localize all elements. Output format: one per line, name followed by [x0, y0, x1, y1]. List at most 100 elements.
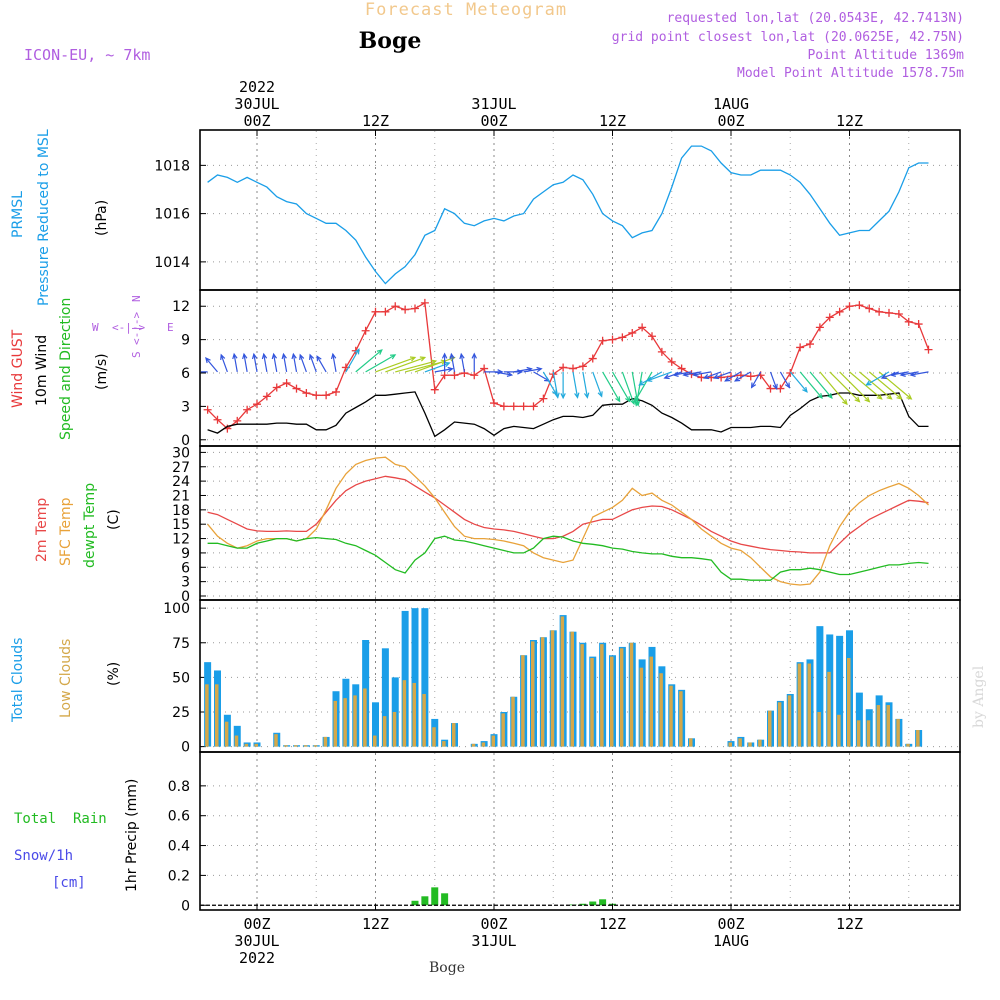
- total-cloud-bar: [836, 635, 844, 747]
- wind-arrow: [523, 366, 543, 373]
- gust-marker: [865, 304, 874, 313]
- snow-label: Snow/1h: [14, 848, 73, 864]
- low-cloud-bar: [768, 710, 772, 747]
- low-cloud-bar: [382, 716, 387, 747]
- low-cloud-bar: [333, 700, 337, 747]
- wind-arrow: [308, 353, 317, 373]
- low-cloud-bar: [649, 656, 653, 747]
- low-clouds-label: Low Clouds: [58, 639, 74, 718]
- credit-watermark: by Angel: [971, 665, 987, 728]
- low-cloud-bar: [294, 745, 298, 747]
- time-label-top: 2022: [239, 78, 275, 96]
- time-label-top: 12Z: [599, 112, 626, 130]
- gust-marker: [904, 317, 913, 326]
- gust-marker: [667, 357, 676, 366]
- low-cloud-bar: [392, 712, 397, 747]
- y-tick-label: 15: [172, 517, 190, 533]
- low-cloud-bar: [402, 680, 407, 747]
- wind-arrow: [434, 366, 454, 373]
- compass-rose: N S W E <-|-> <-|->: [92, 295, 174, 358]
- wind-arrow: [611, 371, 631, 403]
- compass-e: E: [167, 321, 174, 334]
- low-cloud-bar: [659, 673, 663, 747]
- y-tick-label: 0.2: [168, 868, 190, 884]
- y-tick-label: 30: [172, 445, 190, 461]
- gust-marker: [588, 354, 597, 363]
- y-axis: 1014 1016 1018: [154, 158, 959, 271]
- series-line-wind-gust: [207, 301, 930, 430]
- panel-frame: [199, 445, 961, 601]
- gust-marker: [578, 362, 587, 371]
- low-cloud-bar: [600, 644, 604, 747]
- y-tick-label: 3: [181, 399, 190, 415]
- compass-n: N: [130, 295, 143, 302]
- gust-marker: [312, 391, 321, 400]
- time-label-bottom: 31JUL: [471, 932, 516, 950]
- wind-arrow: [733, 371, 752, 382]
- wind-arrow: [251, 352, 258, 372]
- gust-marker: [262, 392, 271, 401]
- y-tick-label: 1018: [154, 158, 190, 174]
- rain-bar: [599, 899, 607, 906]
- rain-bar: [411, 900, 419, 906]
- gust-marker: [292, 384, 301, 393]
- pressure-label-1: PRMSL: [10, 191, 26, 238]
- plot-area: [207, 456, 929, 586]
- low-cloud-bar: [432, 727, 436, 747]
- y-tick-label: 100: [163, 601, 190, 617]
- time-label-bottom: 12Z: [836, 915, 863, 933]
- y-tick-label: 0.6: [168, 809, 190, 825]
- series-line-dewpt-temp: [207, 535, 929, 581]
- gust-marker: [796, 343, 805, 352]
- low-cloud-bar: [807, 663, 811, 747]
- wind-label: 10m Wind: [34, 335, 50, 406]
- gust-marker: [233, 416, 242, 425]
- time-label-top: 30JUL: [234, 95, 279, 113]
- gust-marker: [657, 347, 666, 356]
- gust-marker: [914, 320, 923, 329]
- low-cloud-bar: [363, 688, 367, 747]
- gust-marker: [539, 394, 548, 403]
- low-cloud-bar: [501, 713, 505, 747]
- series-line-prmsl: [207, 145, 929, 285]
- low-cloud-bar: [284, 745, 288, 747]
- compass-s: S: [130, 351, 143, 358]
- wind-arrow: [602, 371, 621, 403]
- gust-marker: [243, 405, 252, 414]
- wind-arrow: [560, 371, 566, 400]
- wind-arrow: [789, 371, 808, 393]
- gust-marker: [766, 384, 775, 393]
- wind-arrow: [572, 371, 580, 399]
- series-line-sfc-temp: [207, 456, 929, 586]
- rain-label: Total Rain: [14, 811, 107, 827]
- y-tick-label: 21: [172, 488, 190, 504]
- low-cloud-bar: [619, 648, 624, 747]
- gust-marker: [618, 333, 627, 342]
- low-cloud-bar: [353, 695, 357, 747]
- low-cloud-bar: [847, 658, 851, 747]
- low-cloud-bar: [916, 730, 920, 747]
- gust-label: Wind GUST: [10, 329, 26, 408]
- low-cloud-bar: [629, 642, 634, 747]
- low-cloud-bar: [540, 637, 545, 747]
- gust-marker: [282, 379, 291, 388]
- snow-unit: [cm]: [52, 875, 86, 891]
- low-cloud-bar: [679, 691, 683, 747]
- time-label-bottom: 1AUG: [713, 932, 749, 950]
- gust-marker: [559, 363, 568, 372]
- low-cloud-bar: [738, 738, 742, 747]
- low-cloud-bar: [610, 656, 614, 747]
- total-cloud-bar: [411, 608, 419, 747]
- gust-marker: [361, 326, 370, 335]
- time-label-top: 00Z: [480, 112, 507, 130]
- wind-arrow: [232, 352, 238, 372]
- gust-marker: [470, 371, 479, 380]
- wind-arrow: [345, 348, 360, 373]
- gust-marker: [499, 402, 508, 411]
- wind-arrow: [865, 371, 890, 386]
- low-cloud-bar: [274, 734, 278, 747]
- gust-marker: [598, 336, 607, 345]
- y-tick-label: 0: [181, 433, 190, 449]
